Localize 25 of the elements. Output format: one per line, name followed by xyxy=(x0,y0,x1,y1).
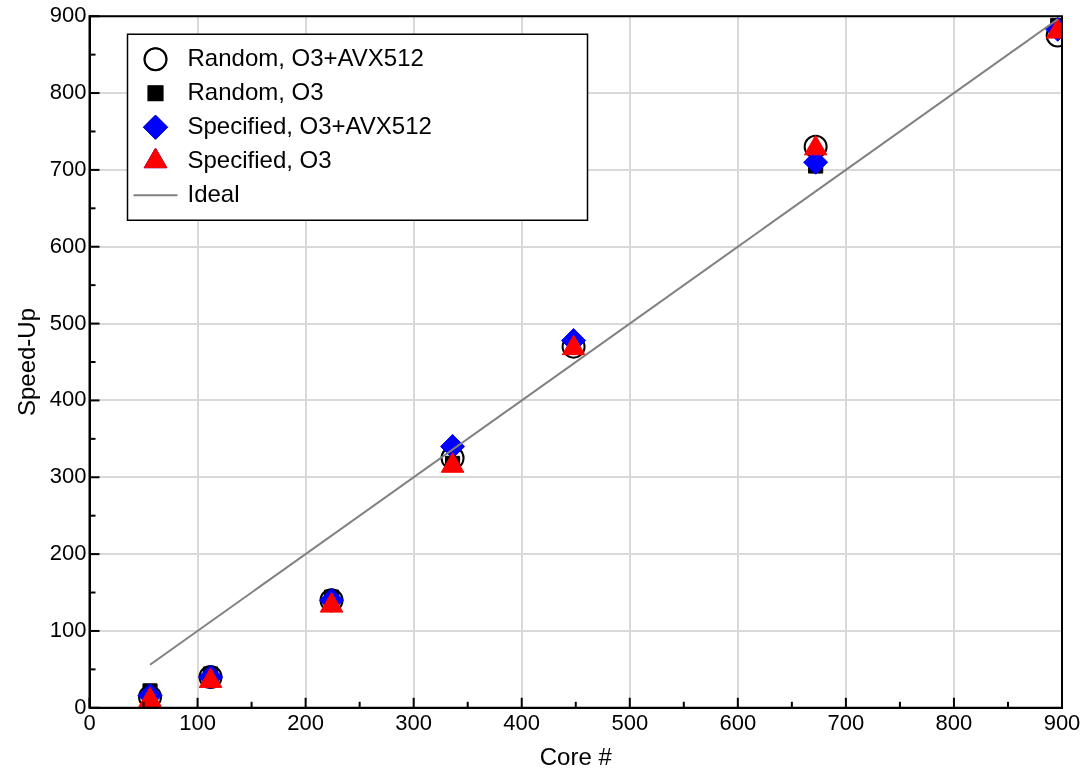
x-tick-label: 600 xyxy=(719,710,757,736)
legend-label: Random, O3 xyxy=(187,77,324,105)
x-tick-label: 400 xyxy=(503,710,541,736)
legend-label: Specified, O3 xyxy=(187,145,332,173)
x-tick-label: 900 xyxy=(1043,710,1081,736)
y-tick-label: 900 xyxy=(49,2,87,28)
x-tick-label: 700 xyxy=(827,710,865,736)
y-tick-label: 100 xyxy=(49,617,87,643)
x-tick-label: 500 xyxy=(611,710,649,736)
legend-label: Specified, O3+AVX512 xyxy=(187,111,432,139)
x-tick-label: 800 xyxy=(935,710,973,736)
x-tick-label: 300 xyxy=(395,710,433,736)
y-tick-label: 600 xyxy=(49,232,87,258)
y-tick-label: 400 xyxy=(49,386,87,412)
y-tick-label: 700 xyxy=(49,155,87,181)
legend-label: Random, O3+AVX512 xyxy=(187,43,424,71)
y-tick-label: 500 xyxy=(49,309,87,335)
x-tick-label: 200 xyxy=(287,710,324,736)
y-tick-label: 200 xyxy=(49,540,87,566)
x-axis-title: Core # xyxy=(539,743,613,771)
legend-label: Ideal xyxy=(187,179,240,207)
x-tick-label: 100 xyxy=(179,710,216,736)
y-tick-label: 800 xyxy=(49,79,87,105)
y-axis-title: Speed-Up xyxy=(13,307,41,417)
y-tick-label: 300 xyxy=(49,463,87,489)
